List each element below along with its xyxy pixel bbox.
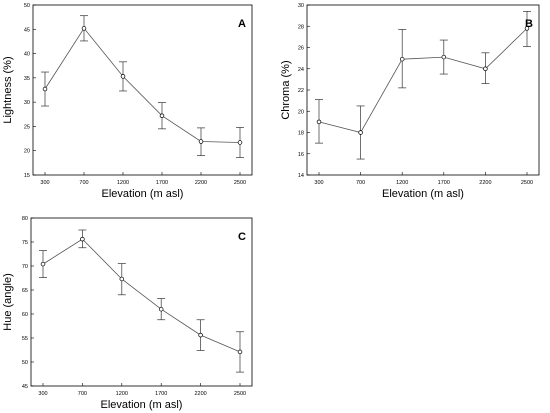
x-tick-label: 300 — [314, 180, 323, 186]
y-tick-label: 20 — [298, 109, 304, 115]
data-point — [81, 26, 87, 31]
data-point — [358, 130, 363, 135]
chart-panel-a: 15 20 25 30 35 40 45 50 300 700 1200 1700 2200 2500 A E… — [2, 3, 253, 200]
chart-panel-b: 14 16 18 20 22 24 26 28 30 300 700 1200 1700 2200 2500… — [280, 3, 540, 200]
y-tick-label: 22 — [298, 88, 304, 94]
y-axis-title: Hue (angle) — [2, 273, 14, 330]
y-tick-label: 30 — [24, 100, 30, 106]
panel-letter: B — [525, 18, 533, 30]
y-tick-label: 18 — [298, 131, 304, 137]
x-tick-label: 1200 — [396, 180, 408, 186]
y-tick-label: 55 — [22, 336, 28, 342]
series-line — [42, 238, 241, 353]
x-tick-label: 1200 — [116, 391, 128, 397]
data-point — [120, 74, 126, 79]
y-tick-label: 30 — [298, 3, 304, 9]
x-tick-label: 1700 — [156, 180, 168, 186]
y-tick-label: 65 — [22, 288, 28, 294]
y-tick-label: 28 — [298, 24, 304, 30]
x-tick-label: 2200 — [479, 180, 491, 186]
x-tick-label: 700 — [356, 180, 365, 186]
data-point — [399, 56, 405, 62]
y-tick-label: 45 — [22, 384, 28, 390]
y-tick-label: 26 — [298, 46, 304, 52]
y-tick-label: 45 — [24, 27, 30, 33]
y-tick-label: 25 — [24, 124, 30, 130]
y-tick-label: 40 — [24, 52, 30, 58]
x-tick-label: 300 — [38, 391, 47, 397]
y-axis-title: Chroma (%) — [280, 60, 292, 119]
y-tick-label: 50 — [22, 360, 28, 366]
y-tick-label: 24 — [298, 67, 304, 73]
panel-letter: C — [238, 231, 246, 243]
series-line — [318, 28, 528, 133]
x-tick-label: 2500 — [234, 180, 246, 186]
x-tick-label: 2500 — [521, 180, 533, 186]
plot-frame — [30, 217, 253, 387]
x-tick-label: 1200 — [117, 180, 129, 186]
y-tick-label: 60 — [22, 312, 28, 318]
data-point — [198, 332, 203, 338]
data-point — [119, 276, 125, 282]
x-axis-title: Elevation (m asl) — [101, 399, 183, 411]
data-point — [80, 236, 85, 242]
x-tick-label: 300 — [40, 180, 49, 186]
data-point — [316, 119, 322, 125]
y-tick-label: 14 — [298, 173, 304, 179]
data-point — [237, 140, 243, 145]
data-point — [40, 261, 46, 267]
y-tick-label: 75 — [22, 240, 28, 246]
panel-letter: A — [238, 18, 246, 30]
x-tick-label: 2500 — [234, 391, 246, 397]
y-tick-label: 35 — [24, 76, 30, 82]
series-line — [44, 27, 241, 143]
chart-panel-c: 45 50 55 60 65 70 75 80 300 700 1200 1700 2200 2500 C E… — [2, 216, 253, 411]
y-tick-label: 50 — [24, 3, 30, 9]
y-tick-label: 70 — [22, 264, 28, 270]
x-tick-label: 2200 — [195, 180, 207, 186]
y-tick-label: 16 — [298, 152, 304, 158]
x-tick-label: 2200 — [194, 391, 206, 397]
y-tick-label: 80 — [22, 216, 28, 222]
y-tick-label: 15 — [24, 173, 30, 179]
y-tick-label: 20 — [24, 149, 30, 155]
x-tick-label: 700 — [79, 180, 88, 186]
data-point — [198, 139, 204, 144]
data-point — [42, 86, 48, 92]
y-axis-title: Lightness (%) — [2, 56, 14, 123]
x-tick-label: 1700 — [438, 180, 450, 186]
data-point — [524, 26, 530, 31]
x-tick-label: 1700 — [155, 391, 167, 397]
plot-frame — [32, 4, 253, 176]
x-tick-label: 700 — [78, 391, 87, 397]
x-axis-title: Elevation (m asl) — [382, 188, 464, 200]
x-axis-title: Elevation (m asl) — [102, 188, 184, 200]
data-point — [237, 349, 243, 355]
data-point — [441, 54, 447, 60]
data-point — [159, 113, 165, 118]
data-point — [483, 66, 488, 71]
data-point — [158, 306, 164, 312]
plot-frame — [306, 4, 540, 176]
